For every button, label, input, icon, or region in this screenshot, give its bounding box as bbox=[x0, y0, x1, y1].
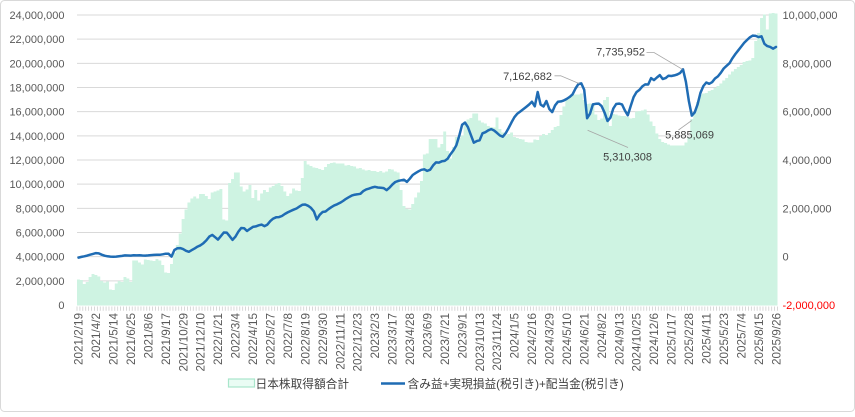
svg-text:2024/9/13: 2024/9/13 bbox=[613, 313, 626, 365]
svg-text:2024/12/6: 2024/12/6 bbox=[648, 313, 661, 365]
svg-text:2025/5/23: 2025/5/23 bbox=[718, 313, 731, 365]
svg-text:10,000,000: 10,000,000 bbox=[783, 10, 838, 22]
svg-text:2021/5/14: 2021/5/14 bbox=[108, 313, 121, 365]
svg-text:4,000,000: 4,000,000 bbox=[16, 252, 65, 264]
svg-text:2023/3/17: 2023/3/17 bbox=[387, 313, 400, 365]
svg-text:-2,000,000: -2,000,000 bbox=[783, 300, 836, 312]
svg-text:2022/9/30: 2022/9/30 bbox=[317, 313, 330, 365]
svg-text:2022/4/15: 2022/4/15 bbox=[247, 313, 260, 365]
svg-text:2021/10/29: 2021/10/29 bbox=[177, 313, 190, 372]
svg-text:2024/10/25: 2024/10/25 bbox=[631, 313, 644, 372]
svg-text:2022/8/19: 2022/8/19 bbox=[299, 313, 312, 365]
svg-text:2022/11/11: 2022/11/11 bbox=[334, 313, 347, 370]
svg-text:12,000,000: 12,000,000 bbox=[9, 155, 64, 167]
svg-text:2024/3/29: 2024/3/29 bbox=[544, 313, 557, 365]
svg-text:0: 0 bbox=[783, 252, 789, 264]
svg-text:2025/9/26: 2025/9/26 bbox=[770, 313, 783, 365]
svg-text:16,000,000: 16,000,000 bbox=[9, 107, 64, 119]
svg-text:2025/7/4: 2025/7/4 bbox=[735, 313, 748, 359]
svg-text:8,000,000: 8,000,000 bbox=[16, 203, 65, 215]
svg-text:2024/1/5: 2024/1/5 bbox=[509, 313, 522, 359]
svg-text:18,000,000: 18,000,000 bbox=[9, 83, 64, 95]
svg-text:2,000,000: 2,000,000 bbox=[16, 276, 65, 288]
svg-text:2025/2/28: 2025/2/28 bbox=[683, 313, 696, 365]
svg-text:含み益+実現損益(税引き)+配当金(税引き): 含み益+実現損益(税引き)+配当金(税引き) bbox=[408, 377, 624, 391]
svg-text:22,000,000: 22,000,000 bbox=[9, 34, 64, 46]
svg-text:5,310,308: 5,310,308 bbox=[603, 152, 652, 164]
svg-text:6,000,000: 6,000,000 bbox=[16, 228, 65, 240]
svg-text:2024/2/16: 2024/2/16 bbox=[526, 313, 539, 365]
svg-text:2023/2/3: 2023/2/3 bbox=[369, 313, 382, 359]
svg-text:2022/5/27: 2022/5/27 bbox=[264, 313, 277, 365]
svg-text:2025/8/15: 2025/8/15 bbox=[753, 313, 766, 365]
svg-text:2024/5/10: 2024/5/10 bbox=[561, 313, 574, 365]
svg-text:8,000,000: 8,000,000 bbox=[783, 58, 832, 70]
svg-text:6,000,000: 6,000,000 bbox=[783, 107, 832, 119]
svg-text:2021/6/25: 2021/6/25 bbox=[125, 313, 138, 365]
svg-text:2021/12/10: 2021/12/10 bbox=[195, 313, 208, 372]
svg-text:5,885,069: 5,885,069 bbox=[665, 130, 714, 142]
svg-text:24,000,000: 24,000,000 bbox=[9, 10, 64, 22]
svg-text:20,000,000: 20,000,000 bbox=[9, 58, 64, 70]
svg-text:2023/9/1: 2023/9/1 bbox=[456, 313, 469, 359]
svg-text:2021/2/19: 2021/2/19 bbox=[73, 313, 86, 365]
svg-text:2021/4/2: 2021/4/2 bbox=[90, 313, 103, 359]
svg-text:2023/11/24: 2023/11/24 bbox=[491, 313, 504, 371]
svg-text:0: 0 bbox=[58, 300, 64, 312]
svg-text:2022/1/21: 2022/1/21 bbox=[212, 313, 225, 365]
svg-text:2023/7/21: 2023/7/21 bbox=[439, 313, 452, 365]
svg-text:2024/8/2: 2024/8/2 bbox=[596, 313, 609, 359]
svg-text:2023/10/13: 2023/10/13 bbox=[474, 313, 487, 372]
svg-text:4,000,000: 4,000,000 bbox=[783, 155, 832, 167]
svg-text:2021/9/17: 2021/9/17 bbox=[160, 313, 173, 365]
svg-text:14,000,000: 14,000,000 bbox=[9, 131, 64, 143]
svg-text:2021/8/6: 2021/8/6 bbox=[142, 313, 155, 359]
svg-text:2022/3/4: 2022/3/4 bbox=[230, 313, 243, 359]
svg-text:2025/1/17: 2025/1/17 bbox=[666, 313, 679, 365]
svg-text:2023/4/28: 2023/4/28 bbox=[404, 313, 417, 365]
svg-text:2022/7/8: 2022/7/8 bbox=[282, 313, 295, 359]
svg-text:10,000,000: 10,000,000 bbox=[9, 179, 64, 191]
svg-text:2025/4/11: 2025/4/11 bbox=[700, 313, 713, 364]
svg-text:2,000,000: 2,000,000 bbox=[783, 203, 832, 215]
svg-text:日本株取得額合計: 日本株取得額合計 bbox=[256, 377, 350, 391]
svg-text:7,162,682: 7,162,682 bbox=[503, 71, 552, 83]
svg-text:2023/6/9: 2023/6/9 bbox=[421, 313, 434, 359]
svg-text:7,735,952: 7,735,952 bbox=[596, 47, 645, 59]
svg-text:2022/12/23: 2022/12/23 bbox=[352, 313, 365, 372]
svg-text:2024/6/21: 2024/6/21 bbox=[578, 313, 591, 365]
